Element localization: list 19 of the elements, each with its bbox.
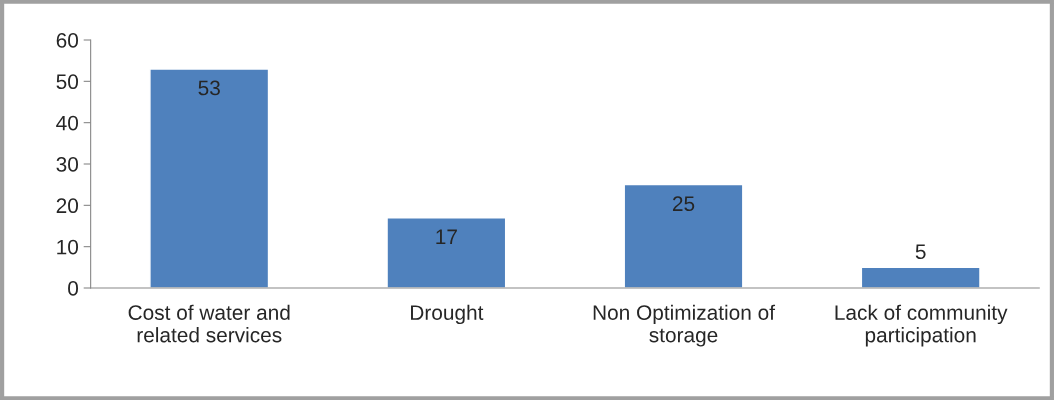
x-tick-label: Drought [411,304,484,325]
bar [623,183,744,288]
y-tick-label: 20 [56,198,79,214]
data-label: 5 [915,244,926,260]
x-tick-label: Lack of community participation [835,304,1008,347]
y-tick-label: 60 [56,33,79,48]
x-tick-label: Non Optimization of storage [593,304,776,347]
data-label: 53 [198,80,220,96]
bar [860,266,981,288]
y-tick-label: 10 [57,239,79,255]
y-tick-label: 30 [56,157,79,172]
data-label: 25 [672,196,695,212]
bar [149,68,270,288]
y-tick-label: 50 [56,74,79,90]
bar [386,217,507,288]
x-tick-label: Cost of water and related services [128,304,290,343]
data-label: 17 [436,229,457,244]
y-tick-label: 0 [68,281,79,296]
y-tick-label: 40 [56,115,79,131]
